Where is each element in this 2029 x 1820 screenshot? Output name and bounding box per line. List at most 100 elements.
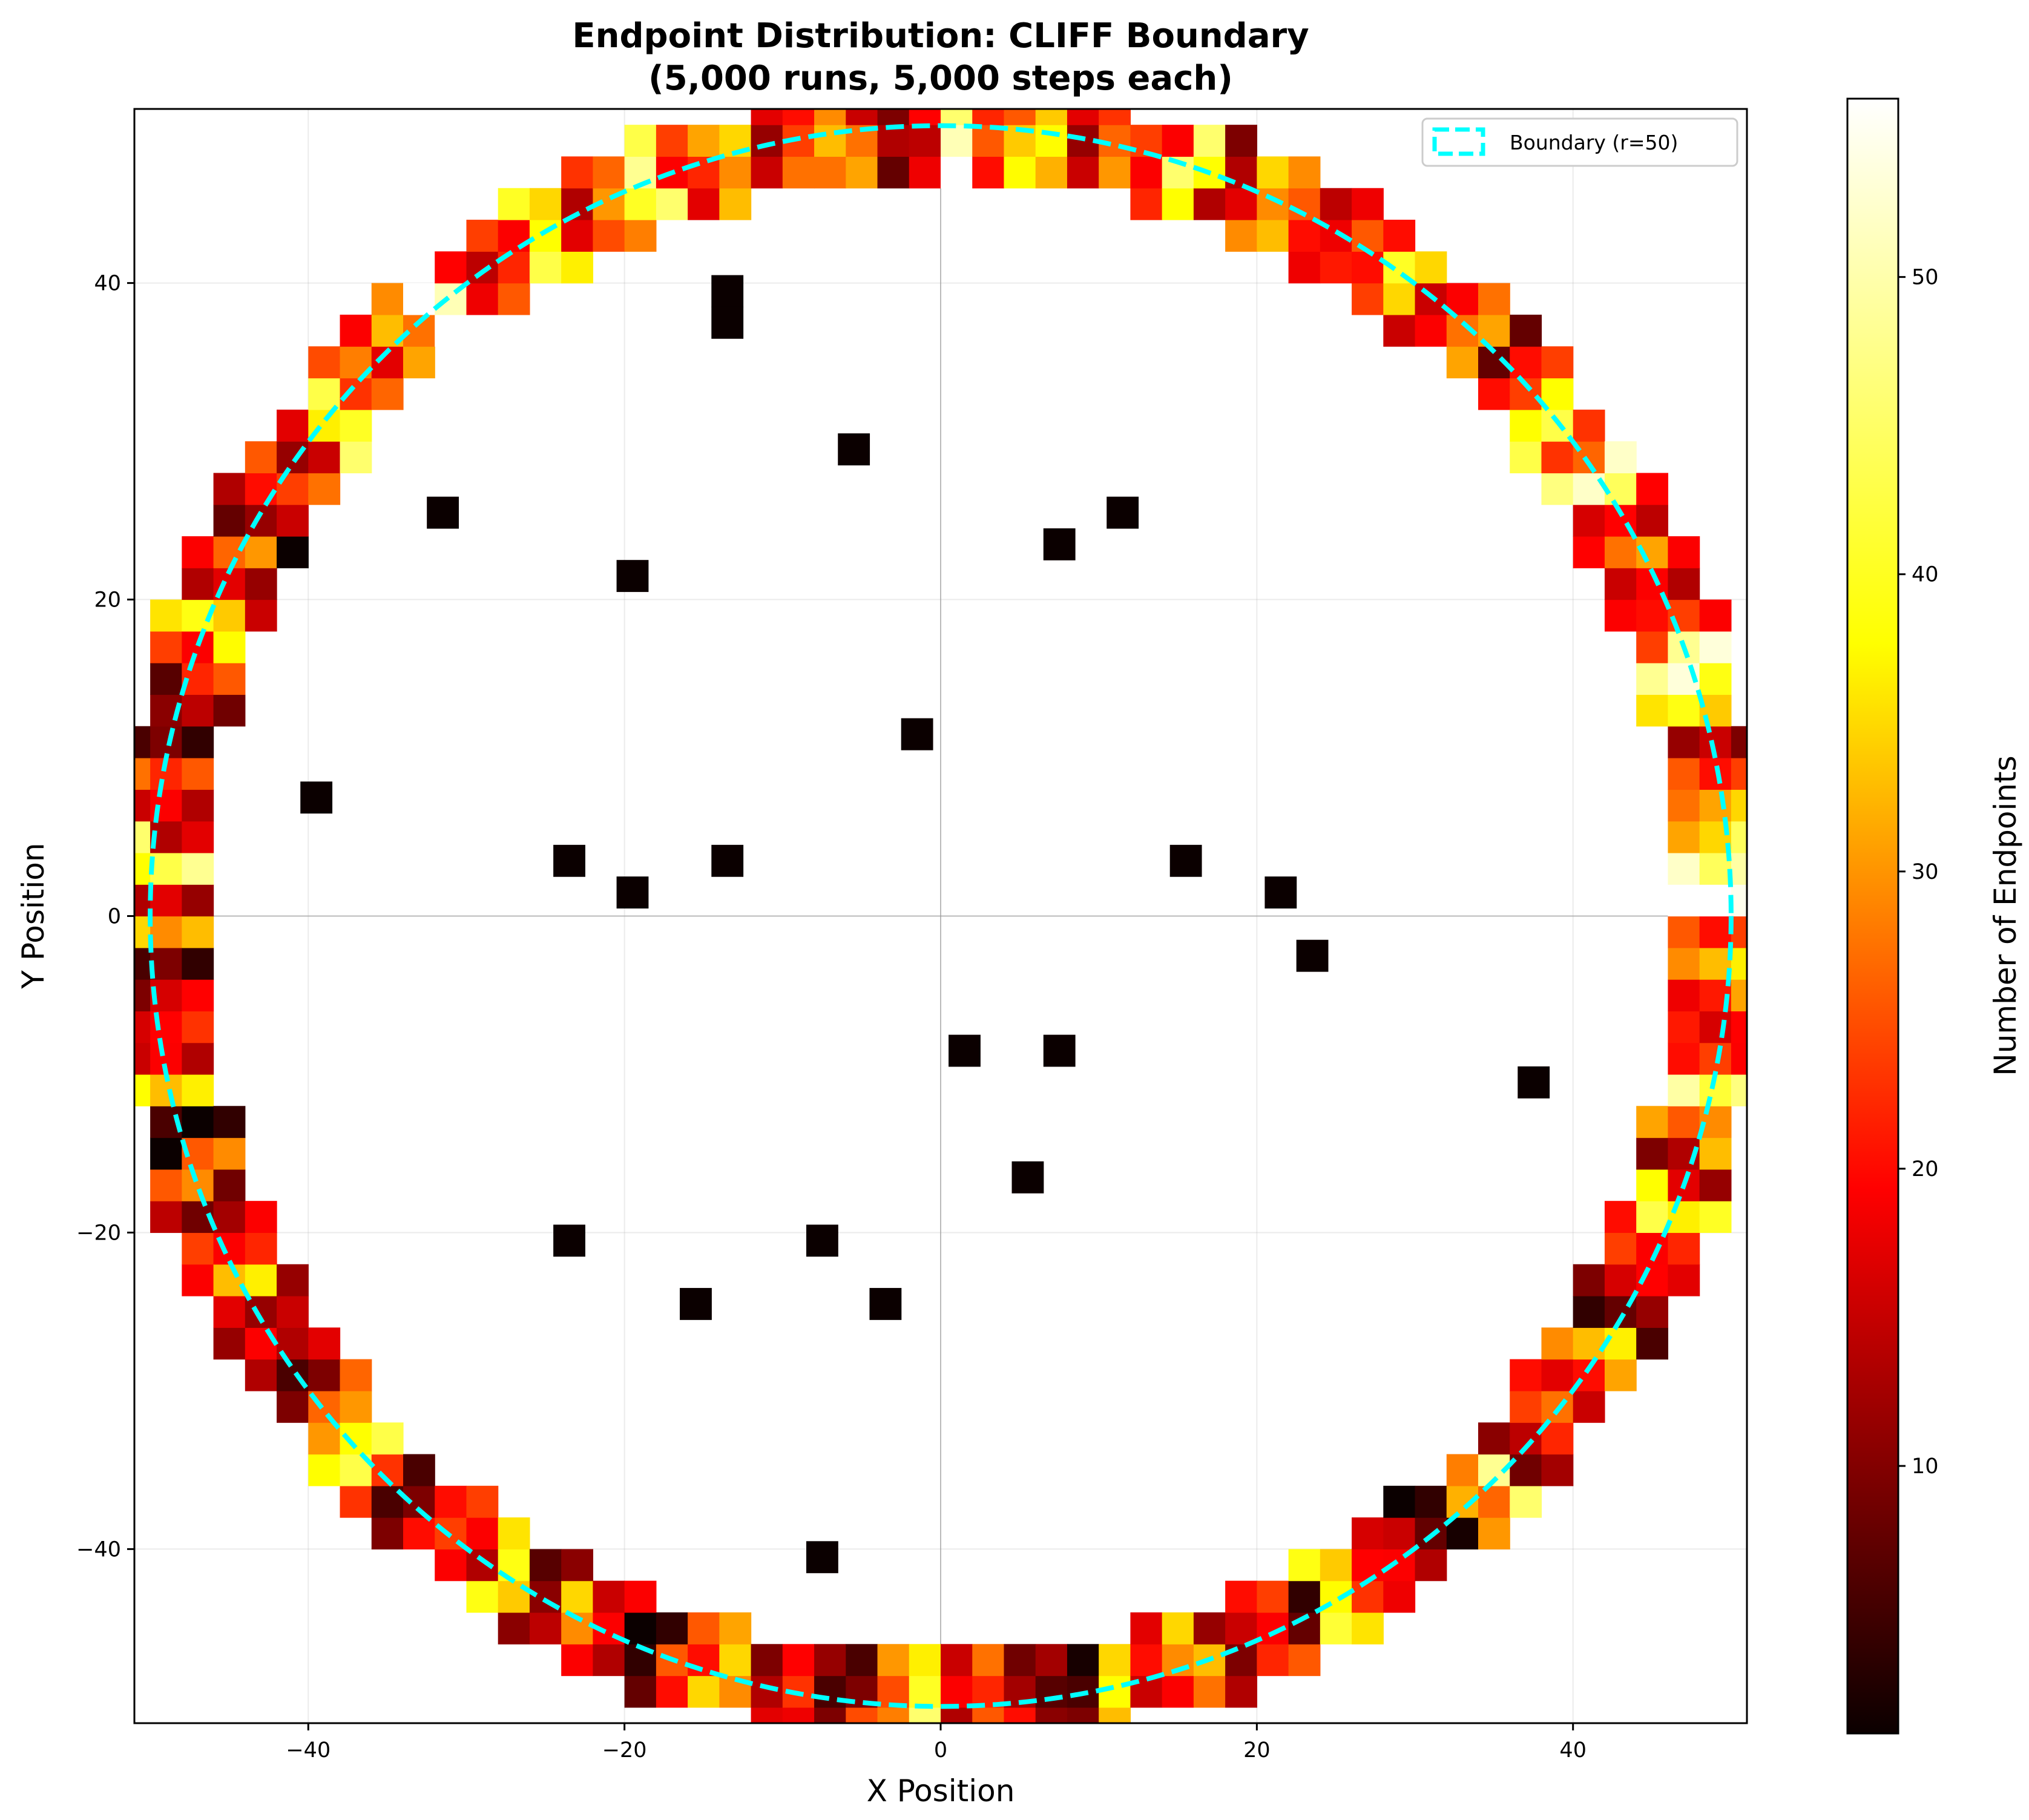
colorbar-ticks: 10 20 30 40 50 (1898, 266, 1939, 1479)
heatmap-cell (1668, 1011, 1700, 1043)
y-axis-ticks: −40 −20 0 20 40 (76, 272, 134, 1562)
heatmap-cell (1668, 947, 1700, 980)
colorbar-tick-label: 40 (1912, 563, 1939, 587)
heatmap-cell (1573, 409, 1605, 442)
heatmap-cell (1699, 789, 1732, 822)
heatmap-cell (949, 1034, 981, 1067)
heatmap-cell (213, 1327, 246, 1360)
heatmap-cell (182, 1042, 214, 1075)
heatmap-cell (1636, 1327, 1669, 1360)
heatmap-cell (1011, 1161, 1044, 1194)
heatmap-cell (182, 789, 214, 822)
heatmap-cell (1225, 1644, 1257, 1677)
heatmap-cell (624, 220, 657, 252)
heatmap-cell (213, 599, 246, 632)
heatmap-cell (213, 631, 246, 663)
heatmap-cell (1352, 1549, 1384, 1582)
colorbar: 10 20 30 40 50 Number of Endpoints (1846, 97, 2023, 1735)
heatmap-cell (150, 1201, 182, 1234)
heatmap-cell (909, 1644, 941, 1677)
heatmap-cell (1731, 726, 1747, 758)
heatmap-cell (150, 599, 182, 632)
heatmap-cell (1636, 599, 1669, 632)
heatmap-cell (877, 1707, 910, 1723)
heatmap-cell (466, 1517, 499, 1549)
heatmap-cell (1383, 283, 1416, 315)
heatmap-cell (624, 125, 657, 157)
y-tick-label: −20 (76, 1221, 121, 1245)
heatmap-cell (529, 1612, 562, 1644)
heatmap-cell (277, 504, 309, 537)
heatmap-cell (1004, 109, 1036, 125)
heatmap-cell (1573, 1264, 1605, 1296)
heatmap-cell (1415, 1549, 1447, 1582)
heatmap-cell (561, 1644, 594, 1677)
heatmap-cell (213, 536, 246, 568)
heatmap-cell (213, 1201, 246, 1234)
heatmap-cell (1573, 1390, 1605, 1423)
heatmap-cell (213, 504, 246, 537)
heatmap-cell (1699, 599, 1732, 632)
heatmap-cell (1668, 536, 1700, 568)
heatmap-cell (245, 473, 277, 505)
heatmap-cell (909, 109, 941, 125)
heatmap-cell (1225, 1612, 1257, 1644)
heatmap-cell (213, 663, 246, 695)
heatmap-cell (972, 1644, 1005, 1677)
heatmap-cell (877, 109, 910, 125)
heatmap-cell (877, 1644, 910, 1677)
heatmap-cell (616, 560, 649, 593)
heatmap-cell (1288, 156, 1321, 189)
heatmap-cell (134, 789, 151, 822)
heatmap-cell (1731, 947, 1747, 980)
heatmap-cell (182, 852, 214, 885)
heatmap-cell (466, 251, 499, 284)
heatmap-cell (656, 125, 688, 157)
heatmap-cell (1541, 409, 1574, 442)
heatmap-cell (1169, 844, 1202, 877)
heatmap-cell (213, 1137, 246, 1170)
heatmap-cell (1731, 884, 1747, 917)
heatmap-cell (308, 346, 341, 379)
heatmap-cell (1636, 1137, 1669, 1170)
heatmap-cell (1320, 251, 1352, 284)
heatmap-cell (1541, 473, 1574, 505)
heatmap-cell (1264, 876, 1297, 909)
heatmap-cell (814, 109, 846, 125)
heatmap-cell (1225, 1675, 1257, 1708)
heatmap-cell (1541, 378, 1574, 410)
heatmap-cell (1288, 1644, 1321, 1677)
heatmap-cell (869, 1287, 902, 1320)
heatmap-cell (1668, 694, 1700, 727)
heatmap-cell (719, 1644, 752, 1677)
heatmap-cell (1731, 758, 1747, 790)
heatmap-cell (972, 109, 1005, 125)
heatmap-cell (1257, 156, 1289, 189)
heatmap-cell (688, 156, 720, 189)
heatmap-cell (277, 1264, 309, 1296)
heatmap-cell (150, 726, 182, 758)
heatmap-cell (1225, 156, 1257, 189)
heatmap-cell (182, 1169, 214, 1201)
heatmap-cell (1573, 1296, 1605, 1328)
heatmap-cells (134, 109, 1747, 1723)
heatmap-cell (1604, 473, 1637, 505)
heatmap-cell (1162, 188, 1194, 220)
heatmap-cell (1668, 1106, 1700, 1138)
heatmap-cell (134, 852, 151, 885)
heatmap-cell (466, 283, 499, 315)
heatmap-cell (593, 220, 625, 252)
heatmap-cell (1699, 663, 1732, 695)
heatmap-cell (1035, 1707, 1068, 1723)
heatmap-cell (1668, 1201, 1700, 1234)
heatmap-cell (1668, 852, 1700, 885)
heatmap-cell (1352, 188, 1384, 220)
heatmap-cell (1699, 1201, 1732, 1234)
heatmap-cell (751, 125, 783, 157)
y-tick-label: 20 (94, 588, 121, 613)
heatmap-cell (1257, 220, 1289, 252)
heatmap-cell (308, 1422, 341, 1455)
heatmap-cell (1383, 220, 1416, 252)
heatmap-cell (1541, 1327, 1574, 1360)
heatmap-cell (1288, 251, 1321, 284)
